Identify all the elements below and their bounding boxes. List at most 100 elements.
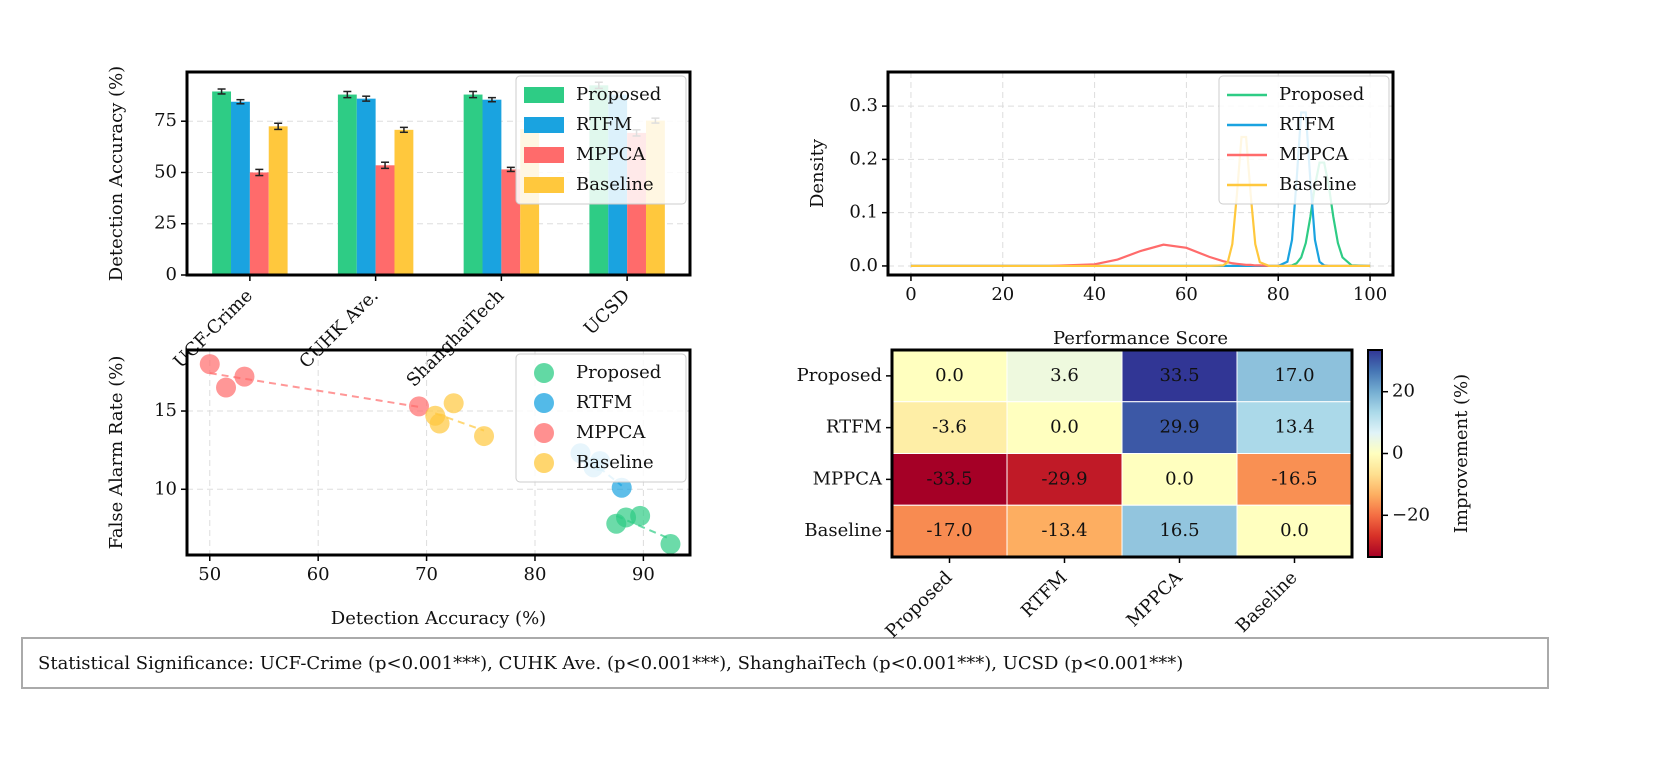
footnote: Statistical Significance: UCF-Crime (p<0… [38, 653, 1183, 674]
column-label: MPPCA [1123, 567, 1188, 632]
x-tick-label: UCSD [580, 285, 634, 339]
error-bar [469, 90, 478, 99]
heatmap-cell [1236, 453, 1353, 506]
error-bar [255, 168, 264, 177]
heatmap-cell [1121, 401, 1238, 454]
bar [231, 101, 250, 275]
bar [375, 165, 395, 275]
heatmap-cell [1236, 504, 1353, 558]
bar [249, 172, 269, 275]
cell-label: 0.0 [935, 365, 964, 386]
colorbar-tick-label: −20 [1392, 504, 1430, 525]
cell-label: 0.0 [1050, 417, 1079, 438]
row-label: Baseline [804, 520, 882, 541]
legend-label: MPPCA [576, 144, 646, 165]
heatmap-cell [891, 453, 1008, 506]
column-label: RTFM [1017, 567, 1072, 622]
footnote-box [21, 637, 1549, 689]
legend-label: Proposed [576, 84, 661, 105]
legend-swatch [534, 423, 554, 443]
bar [482, 99, 502, 275]
cell-label: -16.5 [1271, 468, 1317, 489]
legend-swatch [534, 453, 554, 473]
legend-label: Baseline [576, 174, 654, 195]
y-tick-label: 0.2 [849, 148, 878, 169]
bar [337, 94, 357, 275]
heatmap-cell [891, 401, 1008, 454]
error-bar [217, 88, 226, 95]
heatmap-cell [1006, 349, 1123, 403]
legend-box [515, 75, 687, 205]
axes-frame [886, 70, 1395, 277]
y-tick-label: 75 [154, 110, 177, 131]
x-tick-label: 60 [307, 564, 330, 585]
x-tick-label: 60 [1175, 284, 1198, 305]
legend-label: Proposed [1279, 84, 1364, 105]
error-bar [274, 122, 283, 131]
legend-swatch [524, 147, 564, 163]
error-bar [343, 90, 352, 99]
axes-frame [185, 348, 692, 557]
cell-label: 13.4 [1274, 417, 1314, 438]
heatmap-cell [1236, 349, 1353, 403]
trend-line [615, 514, 671, 541]
row-label: RTFM [826, 417, 882, 438]
cell-label: 29.9 [1159, 417, 1199, 438]
row-label: Proposed [797, 365, 882, 386]
legend-swatch [534, 393, 554, 413]
cell-label: -3.6 [932, 417, 967, 438]
y-axis-label: Detection Accuracy (%) [106, 66, 127, 281]
scatter-point [199, 354, 220, 375]
y-tick-label: 0.1 [849, 202, 878, 223]
heatmap-cell [891, 504, 1008, 558]
legend-swatch [524, 177, 564, 193]
heatmap-cell [1006, 401, 1123, 454]
cell-label: 17.0 [1274, 365, 1314, 386]
legend-swatch [524, 87, 564, 103]
scatter-point [660, 534, 681, 555]
heatmap-cell [1006, 453, 1123, 506]
colorbar [1367, 349, 1383, 558]
scatter-point [616, 507, 637, 528]
y-tick-label: 0 [166, 264, 177, 285]
error-bar [487, 96, 496, 103]
y-tick-label: 25 [154, 213, 177, 234]
cell-label: 16.5 [1159, 520, 1199, 541]
x-tick-label: 90 [632, 564, 655, 585]
x-tick-label: 40 [1083, 284, 1106, 305]
y-tick-label: 0.0 [849, 255, 878, 276]
scatter-point [216, 377, 237, 398]
cell-label: -13.4 [1041, 520, 1087, 541]
x-tick-label: CUHK Ave. [295, 285, 382, 372]
bar [212, 91, 232, 275]
row-label: MPPCA [813, 468, 883, 489]
error-bar [362, 95, 371, 102]
legend-label: MPPCA [576, 422, 646, 443]
heatmap-cell [1121, 349, 1238, 403]
x-tick-label: 100 [1353, 284, 1387, 305]
legend-label: Proposed [576, 362, 661, 383]
scatter-point [474, 426, 495, 447]
legend-label: RTFM [576, 114, 632, 135]
legend-swatch [534, 363, 554, 383]
x-tick-label: 0 [905, 284, 916, 305]
y-axis-label: False Alarm Rate (%) [106, 356, 127, 550]
scatter-point [611, 477, 632, 498]
scatter-point [408, 396, 429, 417]
cell-label: -29.9 [1041, 468, 1087, 489]
legend-label: RTFM [1279, 114, 1335, 135]
colorbar-tick-label: 20 [1392, 381, 1415, 402]
cell-label: -33.5 [926, 468, 972, 489]
axes-frame [185, 70, 692, 277]
column-label: Proposed [881, 567, 956, 642]
error-bar [381, 161, 390, 170]
legend-box [515, 353, 687, 483]
colorbar-tick-label: 0 [1392, 443, 1403, 464]
trend-line [434, 412, 485, 432]
cell-label: 0.0 [1280, 520, 1309, 541]
y-tick-label: 0.3 [849, 95, 878, 116]
bar [463, 94, 483, 275]
legend-label: Baseline [576, 452, 654, 473]
y-tick-label: 50 [154, 161, 177, 182]
